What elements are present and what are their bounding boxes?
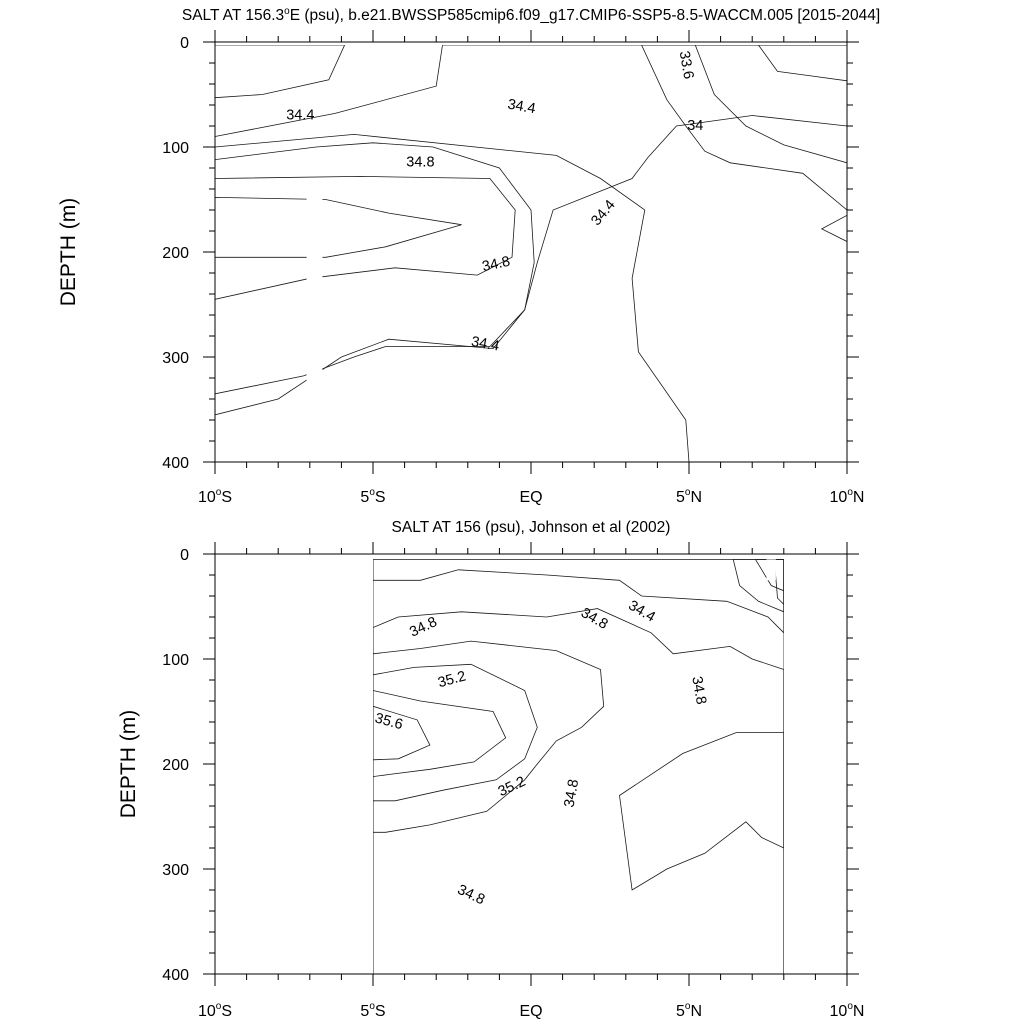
x-tick-number: 10 [830,1003,848,1020]
contour-region-34-6 [619,732,784,891]
contour-label: 34.8 [578,605,610,633]
contour-region-35 [215,196,462,258]
contour-region-33-8 [820,214,847,242]
y-axis-label: DEPTH (m) [117,710,140,819]
x-tick-hemisphere: N [853,1003,865,1020]
x-tick-number: EQ [519,1003,542,1020]
y-tick-label: 200 [162,245,189,262]
contour-label: 35.6 [373,710,404,733]
contour-region-34-2 [215,115,847,463]
degree-sign: o [847,1001,853,1012]
panel-model: SALT AT 156.3oE (psu), b.e21.BWSSP585cmi… [57,6,880,506]
x-tick-hemisphere: S [221,1003,232,1020]
missing-data-band [766,559,776,581]
x-tick-label: 10oN [830,487,865,506]
contour-field [373,559,784,974]
chart-title: SALT AT 156 (psu), Johnson et al (2002) [392,519,671,536]
x-tick-label: 10oS [198,1001,232,1020]
contour-label: 35.2 [496,774,528,800]
contour-label: 34.8 [406,155,434,171]
x-tick-number: 10 [198,489,216,506]
degree-sign: o [369,487,375,498]
x-tick-label: 5oS [360,1001,385,1020]
contour-label: 34.4 [286,107,314,123]
x-tick-label: EQ [519,489,542,506]
contour-region-34-4 [373,559,784,634]
y-tick-label: 300 [162,862,189,879]
contour-field [215,45,847,463]
y-tick-label: 100 [162,652,189,669]
contour-label: 34.4 [588,197,618,229]
x-tick-hemisphere: S [221,489,232,506]
contour-label: 34.8 [455,882,487,908]
contour-label: 34.4 [506,97,537,118]
x-tick-label: 5oS [360,487,385,506]
degree-sign: o [216,487,222,498]
degree-sign: o [685,1001,691,1012]
contour-region-35-2 [373,663,538,802]
x-tick-label: 10oN [830,1001,865,1020]
contour-region-33-4 [773,559,784,605]
degree-sign: o [685,487,691,498]
contour-label: 34.4 [470,334,501,355]
x-tick-number: 5 [360,1003,369,1020]
contour-label: 33.6 [676,50,697,81]
y-tick-label: 300 [162,350,189,367]
x-tick-number: 10 [198,1003,216,1020]
contour-region-34-8 [373,608,784,974]
y-tick-label: 0 [180,547,189,564]
contour-region-34-8 [215,175,516,300]
chart-title: SALT AT 156.3oE (psu), b.e21.BWSSP585cmi… [182,6,880,24]
degree-sign: o [216,1001,222,1012]
degree-sign: o [369,1001,375,1012]
x-tick-label: EQ [519,1003,542,1020]
contour-label: 34 [687,118,703,134]
contour-region-35-4 [373,690,507,778]
x-tick-hemisphere: S [375,489,386,506]
x-tick-number: 5 [676,1003,685,1020]
contour-label: 34.8 [688,675,709,706]
x-tick-number: 5 [676,489,685,506]
contour-label: 34.8 [481,254,512,276]
y-tick-label: 100 [162,140,189,157]
y-tick-label: 200 [162,757,189,774]
contour-region-33-8 [641,45,847,211]
x-tick-hemisphere: S [375,1003,386,1020]
contour-label: 34.8 [562,778,583,809]
x-tick-hemisphere: N [690,1003,702,1020]
x-tick-number: 5 [360,489,369,506]
y-tick-label: 400 [162,967,189,984]
x-tick-hemisphere: N [853,489,865,506]
x-tick-label: 10oS [198,487,232,506]
contour-region-33-4 [758,45,847,82]
contour-label: 34.4 [625,598,657,626]
contour-region-35-6 [373,705,431,761]
y-axis-label: DEPTH (m) [57,198,80,307]
x-tick-number: EQ [519,489,542,506]
x-tick-label: 5oN [676,487,702,506]
contour-region-33-6 [694,45,847,164]
contour-region-34-2 [215,45,346,99]
plot-frame [214,553,848,975]
panel-observations: SALT AT 156 (psu), Johnson et al (2002) D… [117,519,864,1020]
contour-label: 35.2 [436,668,467,691]
contour-region-34-4 [215,45,847,463]
y-tick-label: 0 [180,35,189,52]
x-tick-number: 10 [830,489,848,506]
contour-region-35 [373,640,605,833]
y-tick-label: 400 [162,455,189,472]
contour-label: 34.8 [407,614,439,640]
contour-region-34-6 [215,142,535,416]
x-tick-label: 5oN [676,1001,702,1020]
x-tick-hemisphere: N [690,489,702,506]
missing-data-band [306,194,323,462]
degree-sign: o [847,487,853,498]
